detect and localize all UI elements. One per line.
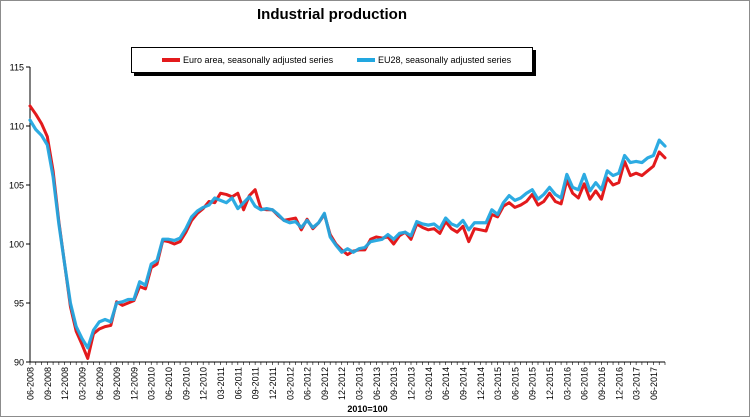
chart-legend: Euro area, seasonally adjusted series EU…	[131, 47, 533, 73]
legend-swatch-eu28	[357, 58, 375, 62]
legend-label-euro-area: Euro area, seasonally adjusted series	[183, 55, 334, 65]
legend-swatch-euro-area	[162, 58, 180, 62]
chart-title: Industrial production	[257, 6, 407, 23]
legend-item-euro-area: Euro area, seasonally adjusted series	[162, 55, 333, 65]
legend-label-eu28: EU28, seasonally adjusted series	[378, 55, 512, 65]
legend-item-eu28: EU28, seasonally adjusted series	[357, 55, 511, 65]
